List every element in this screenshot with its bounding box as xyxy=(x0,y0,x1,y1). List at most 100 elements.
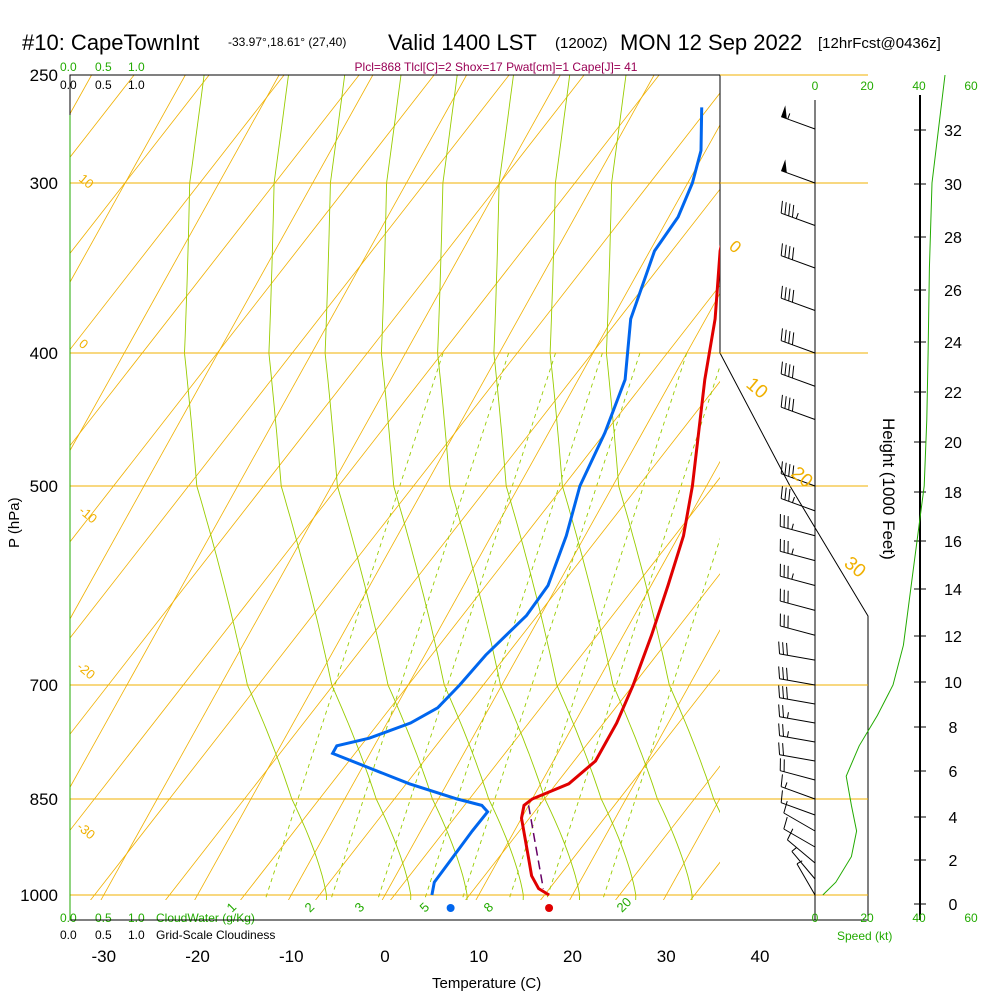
wind-barb xyxy=(781,328,815,353)
wind-barb xyxy=(797,861,815,895)
wind-barb xyxy=(780,589,815,611)
height-axis-label: Height (1000 Feet) xyxy=(879,418,898,560)
height-tick-label: 14 xyxy=(944,582,962,599)
wind-barb xyxy=(781,774,815,799)
moist-adiabat-line xyxy=(185,75,327,920)
wind-barb xyxy=(779,723,815,742)
speed-tick-label: 0 xyxy=(812,79,819,93)
speed-tick-label: 20 xyxy=(860,911,874,925)
pressure-tick-label: 700 xyxy=(30,676,58,695)
forecast-date: MON 12 Sep 2022 xyxy=(620,30,802,55)
dry-adiabat-label: 10 xyxy=(742,374,772,404)
isotherm-line xyxy=(277,75,747,920)
temperature-tick-label: 30 xyxy=(657,947,676,966)
dry-adiabat-label: 30 xyxy=(840,553,870,583)
mixing-ratio-line xyxy=(324,353,508,920)
speed-tick-label: 20 xyxy=(860,79,874,93)
speed-tick-label: 40 xyxy=(912,79,926,93)
moist-adiabat-line xyxy=(550,75,692,920)
height-tick-label: 12 xyxy=(944,629,962,646)
dry-adiabat-label: -20 xyxy=(74,659,98,683)
isotherm-line xyxy=(90,75,560,920)
pressure-tick-label: 500 xyxy=(30,477,58,496)
cloudiness-scale-bottom-0: 0.0 xyxy=(60,928,77,942)
cloudiness-scale-05: 0.5 xyxy=(95,78,112,92)
wind-barb xyxy=(781,105,815,129)
plot-frame xyxy=(70,75,920,920)
height-tick-label: 22 xyxy=(944,385,962,402)
mixing-ratio-line xyxy=(455,353,639,920)
dry-adiabat-line xyxy=(0,70,438,920)
cloudiness-label: Grid-Scale Cloudiness xyxy=(156,928,275,942)
height-tick-label: 0 xyxy=(949,897,958,914)
zulu-time: (1200Z) xyxy=(555,35,608,52)
height-tick-label: 24 xyxy=(944,335,962,352)
cloudwater-scale-1: 1.0 xyxy=(128,60,145,74)
dry-adiabat-line xyxy=(225,70,888,920)
wind-barb xyxy=(779,666,815,685)
temperature-tick-label: -20 xyxy=(185,947,210,966)
height-tick-label: 16 xyxy=(944,534,962,551)
wind-barb xyxy=(781,243,815,268)
cloudwater-label: CloudWater (g/Kg) xyxy=(156,911,255,925)
wind-barb xyxy=(780,514,815,536)
dry-adiabat-line xyxy=(750,70,1000,920)
mixing-ratio-line xyxy=(596,353,780,920)
temperature-tick-label: 0 xyxy=(380,947,389,966)
temperature-tick-label: 10 xyxy=(469,947,488,966)
mixing-ratio-label: 2 xyxy=(302,899,318,915)
height-tick-label: 30 xyxy=(944,177,962,194)
forecast-info: [12hrFcst@0436z] xyxy=(818,35,941,52)
dry-adiabat-line xyxy=(0,70,588,920)
speed-tick-label: 40 xyxy=(912,911,926,925)
x-axis-label: Temperature (C) xyxy=(432,975,541,992)
height-tick-label: 18 xyxy=(944,485,962,502)
isotherm-line xyxy=(0,75,185,920)
wind-barb xyxy=(779,642,815,661)
moist-adiabat-line xyxy=(494,75,636,920)
cloudiness-scale-0: 0.0 xyxy=(60,78,77,92)
speed-axis-label: Speed (kt) xyxy=(837,929,892,943)
pressure-tick-label: 400 xyxy=(30,344,58,363)
wind-barb xyxy=(781,362,815,387)
wind-barb xyxy=(780,614,815,636)
profiles xyxy=(333,107,758,895)
dry-adiabat-line xyxy=(975,70,1000,920)
isotherm-line xyxy=(559,75,1000,920)
wind-barb xyxy=(780,539,815,561)
dry-adiabat-line xyxy=(450,70,1000,920)
wind-barb xyxy=(781,790,815,815)
mixing-ratio-label: 20 xyxy=(614,894,635,915)
dry-adiabat-line xyxy=(150,70,813,920)
cloudwater-scale-bottom-0: 0.0 xyxy=(60,911,77,925)
dry-adiabat-line xyxy=(525,70,1000,920)
wind-barb xyxy=(781,395,815,420)
valid-time: Valid 1400 LST xyxy=(388,30,537,55)
mixing-ratio-label: 8 xyxy=(481,899,497,915)
pressure-tick-label: 250 xyxy=(30,66,58,85)
cloudwater-scale-0: 0.0 xyxy=(60,60,77,74)
height-tick-label: 2 xyxy=(949,853,958,870)
wind-barb xyxy=(781,159,815,183)
y-axis-label: P (hPa) xyxy=(6,497,23,548)
mixing-ratio-label: 5 xyxy=(417,899,433,915)
station-coords: -33.97°,18.61° (27,40) xyxy=(228,35,346,49)
dry-adiabat-label: 10 xyxy=(76,171,97,192)
dry-adiabat-line xyxy=(75,70,738,920)
dry-adiabat-label: -10 xyxy=(76,503,100,527)
temperature-tick-label: 40 xyxy=(751,947,770,966)
isotherm-line xyxy=(746,75,1000,920)
speed-tick-label: 60 xyxy=(964,911,978,925)
height-tick-label: 28 xyxy=(944,230,962,247)
isotherm-line xyxy=(465,75,935,920)
temperature-tick-label: -10 xyxy=(279,947,304,966)
dry-adiabat-line xyxy=(825,70,1000,920)
height-tick-label: 4 xyxy=(949,810,958,827)
mixing-ratio-line xyxy=(502,353,686,920)
surface-temperature-marker xyxy=(545,904,553,912)
height-tick-label: 10 xyxy=(944,675,962,692)
dry-adiabat-line xyxy=(0,70,663,920)
background-grid xyxy=(0,70,1000,920)
height-tick-label: 20 xyxy=(944,435,962,452)
